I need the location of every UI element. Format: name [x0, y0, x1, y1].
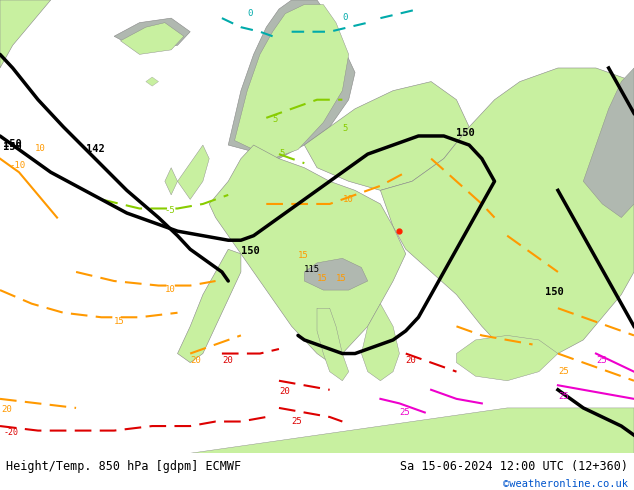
Polygon shape [228, 0, 355, 159]
Text: 25: 25 [399, 408, 410, 416]
Text: 25: 25 [596, 356, 607, 365]
Text: 150: 150 [3, 139, 22, 149]
Text: 20: 20 [190, 356, 201, 365]
Polygon shape [209, 145, 406, 363]
Text: 20: 20 [1, 405, 12, 415]
Text: 5: 5 [273, 115, 278, 124]
Text: 150: 150 [3, 142, 22, 151]
Polygon shape [304, 258, 368, 290]
Text: 25: 25 [558, 392, 569, 401]
Polygon shape [235, 4, 349, 159]
Polygon shape [178, 145, 209, 199]
Text: -20: -20 [3, 428, 18, 437]
Polygon shape [190, 408, 634, 453]
Text: 15: 15 [336, 274, 347, 283]
Polygon shape [380, 68, 634, 363]
Text: 15: 15 [317, 274, 328, 283]
Text: Height/Temp. 850 hPa [gdpm] ECMWF: Height/Temp. 850 hPa [gdpm] ECMWF [6, 460, 242, 473]
Text: 15: 15 [114, 317, 125, 326]
Text: Sa 15-06-2024 12:00 UTC (12+360): Sa 15-06-2024 12:00 UTC (12+360) [399, 460, 628, 473]
Polygon shape [178, 249, 241, 363]
Text: 142: 142 [86, 144, 105, 154]
Text: 10: 10 [165, 285, 176, 294]
Polygon shape [0, 0, 51, 68]
Text: 20: 20 [279, 387, 290, 396]
Polygon shape [146, 77, 158, 86]
Text: ©weatheronline.co.uk: ©weatheronline.co.uk [503, 480, 628, 490]
Polygon shape [583, 68, 634, 218]
Polygon shape [317, 308, 349, 381]
Text: 25: 25 [292, 417, 302, 426]
Text: 15: 15 [298, 251, 309, 260]
Text: 25: 25 [558, 367, 569, 376]
Polygon shape [114, 18, 190, 50]
Text: 0: 0 [247, 9, 252, 18]
Text: 20: 20 [406, 356, 417, 365]
Polygon shape [456, 335, 558, 381]
Text: 115: 115 [304, 265, 320, 274]
Text: 150: 150 [545, 287, 564, 296]
Polygon shape [304, 82, 469, 191]
Text: 10: 10 [35, 145, 46, 153]
Text: 10: 10 [342, 195, 353, 204]
Polygon shape [361, 304, 399, 381]
Text: -10: -10 [10, 161, 25, 170]
Text: 150: 150 [241, 246, 260, 256]
Text: -5: -5 [165, 206, 176, 215]
Text: 150: 150 [456, 128, 476, 138]
Text: 20: 20 [222, 356, 233, 365]
Polygon shape [120, 23, 184, 54]
Polygon shape [165, 168, 178, 195]
Text: 5: 5 [342, 124, 347, 133]
Text: 5: 5 [279, 149, 284, 158]
Text: 0: 0 [342, 13, 347, 23]
